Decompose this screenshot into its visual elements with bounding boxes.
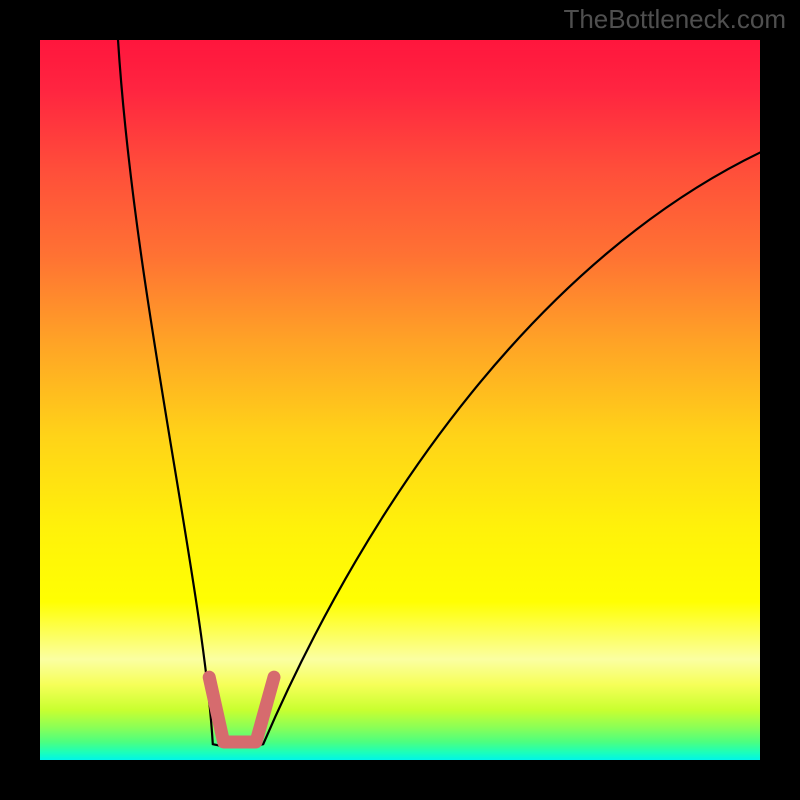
watermark-text: TheBottleneck.com [563, 4, 786, 35]
gradient-background [40, 40, 760, 760]
chart-canvas [0, 0, 800, 800]
